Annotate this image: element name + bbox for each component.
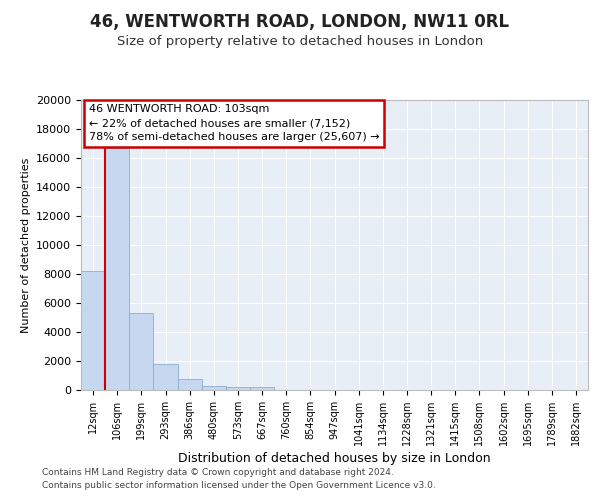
Bar (129, 313, 154, 390)
Bar (178, 379, 202, 390)
Bar (226, 387, 250, 390)
Bar (250, 387, 274, 390)
Text: Contains HM Land Registry data © Crown copyright and database right 2024.: Contains HM Land Registry data © Crown c… (42, 468, 394, 477)
Bar (81, 271, 105, 390)
Bar (202, 386, 226, 390)
Text: 46, WENTWORTH ROAD, LONDON, NW11 0RL: 46, WENTWORTH ROAD, LONDON, NW11 0RL (91, 14, 509, 32)
Bar (105, 148, 129, 390)
Y-axis label: Number of detached properties: Number of detached properties (20, 158, 31, 332)
Bar (154, 364, 178, 390)
Text: 46 WENTWORTH ROAD: 103sqm
← 22% of detached houses are smaller (7,152)
78% of se: 46 WENTWORTH ROAD: 103sqm ← 22% of detac… (89, 104, 379, 142)
X-axis label: Distribution of detached houses by size in London: Distribution of detached houses by size … (178, 452, 491, 465)
Text: Size of property relative to detached houses in London: Size of property relative to detached ho… (117, 34, 483, 48)
Text: Contains public sector information licensed under the Open Government Licence v3: Contains public sector information licen… (42, 480, 436, 490)
